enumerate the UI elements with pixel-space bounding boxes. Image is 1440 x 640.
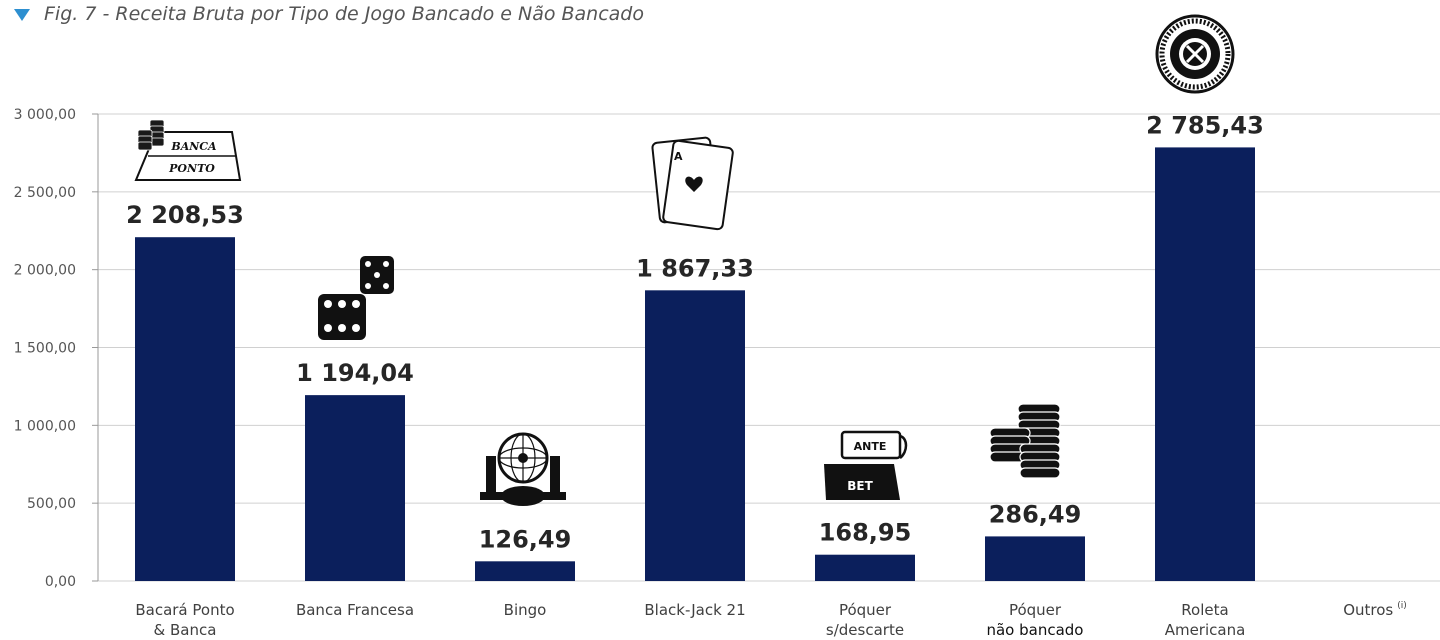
playing-cards-icon: A: [651, 136, 734, 231]
x-tick-label: Americana: [1165, 621, 1246, 639]
poker-chips-icon: [989, 403, 1061, 479]
bar: [475, 561, 575, 581]
x-tick-label: Póquer: [1009, 601, 1062, 619]
value-label: 286,49: [989, 500, 1082, 528]
baccarat-banca-ponto-icon: BANCA PONTO: [134, 119, 242, 181]
value-labels: 2 208,53 1 194,04 126,49 1 867,33 168,95 286,…: [126, 111, 1264, 553]
roulette-wheel-icon: [1155, 14, 1235, 94]
bar: [645, 290, 745, 581]
y-tick-label: 2 000,00: [14, 263, 76, 279]
value-label: 168,95: [819, 519, 912, 547]
bar: [135, 237, 235, 581]
bar: [985, 536, 1085, 581]
y-tick-label: 0,00: [45, 574, 76, 590]
svg-text:PONTO: PONTO: [168, 162, 215, 175]
dice-icon: [318, 256, 394, 340]
y-tick-label: 1 500,00: [14, 341, 76, 357]
ante-bet-icon: ANTE BET: [824, 430, 908, 500]
x-tick-superscript: (i): [1397, 601, 1407, 611]
bars: [135, 147, 1255, 581]
y-tick-label: 2 500,00: [14, 185, 76, 201]
value-label: 2 208,53: [126, 201, 244, 229]
bar: [815, 554, 915, 581]
svg-text:BANCA: BANCA: [170, 140, 217, 153]
title-triangle-icon: [14, 9, 30, 21]
x-tick-label: Banca Francesa: [296, 601, 414, 619]
x-axis-labels: Bacará Ponto & Banca Banca Francesa Bingo Bl…: [135, 601, 1406, 639]
x-tick-label: Bingo: [504, 601, 547, 619]
figure-title-text: Fig. 7 - Receita Bruta por Tipo de Jogo …: [44, 3, 644, 25]
y-tick-label: 500,00: [27, 496, 76, 512]
x-tick-label: não bancado: [986, 621, 1083, 639]
x-tick-label: Póquer: [839, 601, 892, 619]
y-tick-label: 3 000,00: [14, 107, 76, 123]
card-letter: A: [674, 150, 683, 163]
value-label: 1 194,04: [296, 359, 414, 387]
bar: [1155, 147, 1255, 581]
x-tick-label: Black-Jack 21: [644, 601, 745, 619]
y-axis: 0,00 500,00 1 000,00 1 500,00 2 000,00 2 500,…: [14, 107, 99, 590]
bar: [305, 395, 405, 581]
x-tick-label: s/descarte: [826, 621, 904, 639]
svg-text:ANTE: ANTE: [854, 440, 887, 453]
value-label: 2 785,43: [1146, 111, 1264, 139]
figure-title: Fig. 7 - Receita Bruta por Tipo de Jogo …: [14, 3, 644, 25]
x-tick-label: Roleta: [1181, 601, 1228, 619]
y-tick-label: 1 000,00: [14, 418, 76, 434]
value-label: 126,49: [479, 525, 572, 553]
x-tick-label: Outros (i): [1343, 601, 1407, 619]
x-tick-label: Bacará Ponto: [135, 601, 234, 619]
value-label: 1 867,33: [636, 254, 754, 282]
x-tick-label: & Banca: [154, 621, 217, 639]
bingo-cage-icon: [480, 432, 566, 506]
svg-text:BET: BET: [847, 479, 873, 493]
